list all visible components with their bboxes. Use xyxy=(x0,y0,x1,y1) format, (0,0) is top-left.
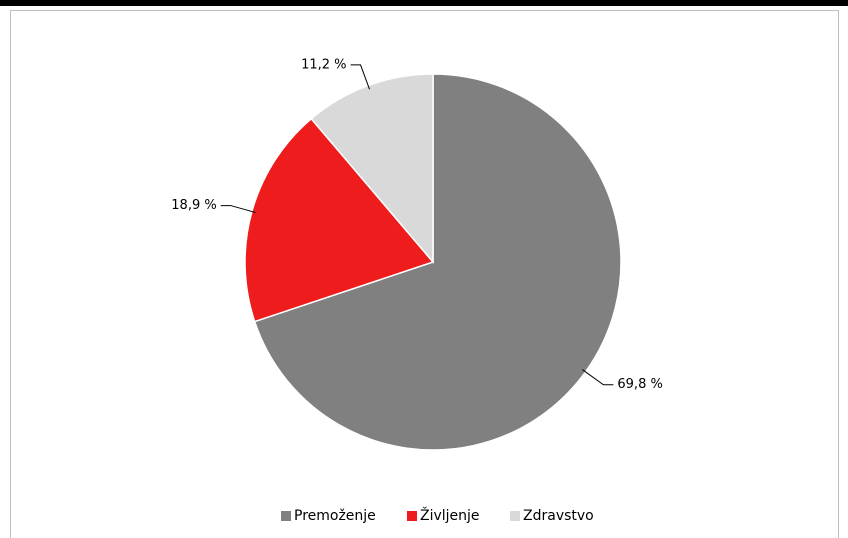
leader-line xyxy=(220,205,256,214)
data-label: 18,9 % xyxy=(171,198,216,213)
legend-swatch xyxy=(510,511,520,521)
chart-frame xyxy=(10,10,839,538)
leader-line xyxy=(350,64,370,90)
legend-label: Življenje xyxy=(420,506,480,524)
data-label: 69,8 % xyxy=(617,377,662,392)
top-band xyxy=(0,0,848,6)
legend-label: Premoženje xyxy=(294,508,376,524)
legend-swatch xyxy=(407,511,417,521)
data-label: 11,2 % xyxy=(301,57,346,72)
leader-line xyxy=(582,369,614,386)
legend-swatch xyxy=(281,511,291,521)
legend-label: Zdravstvo xyxy=(523,508,594,524)
